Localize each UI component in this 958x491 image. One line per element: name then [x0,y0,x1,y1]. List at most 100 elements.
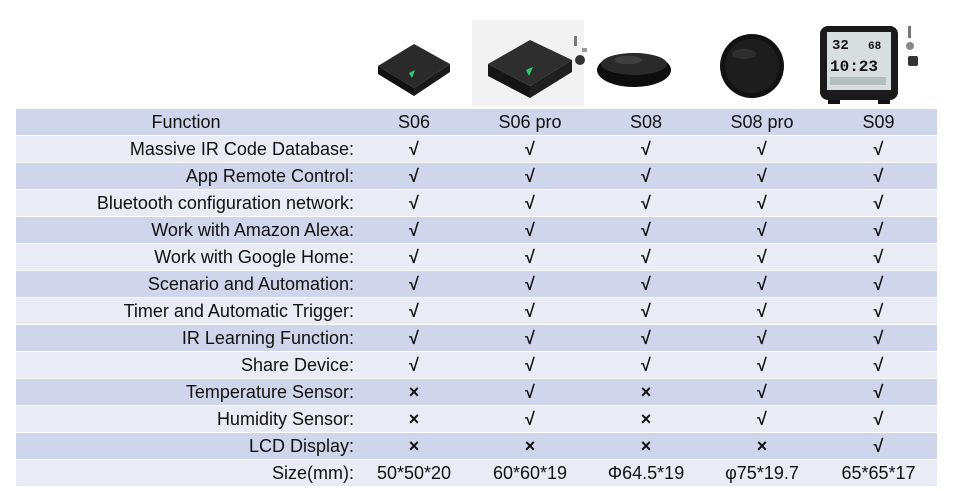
cross-mark-icon: × [588,405,704,433]
feature-row: Share Device: √ √ √ √ √ [16,351,937,379]
feature-row: Work with Amazon Alexa: √ √ √ √ √ [16,216,937,244]
check-mark-icon: √ [704,297,820,325]
feature-label: Work with Google Home: [16,243,356,271]
product-header-s08-pro: S08 pro [704,108,820,136]
lcd-humidity: 68 [868,41,882,53]
check-mark-icon: √ [704,270,820,298]
check-mark-icon: √ [820,297,937,325]
feature-label: Work with Amazon Alexa: [16,216,356,244]
check-mark-icon: √ [472,135,588,163]
check-mark-icon: √ [820,243,937,271]
check-mark-icon: √ [588,216,704,244]
product-header-s06-pro: S06 pro [472,108,588,136]
product-image-s09: 32 68 10:23 [820,26,898,104]
check-mark-icon: √ [356,243,472,271]
check-mark-icon: √ [588,324,704,352]
check-mark-icon: √ [704,378,820,406]
feature-label: Scenario and Automation: [16,270,356,298]
feature-row: Bluetooth configuration network: √ √ √ √ √ [16,189,937,217]
product-image-s06 [378,44,450,96]
cross-mark-icon: × [356,405,472,433]
check-mark-icon: √ [588,162,704,190]
check-mark-icon: √ [820,432,937,460]
check-mark-icon: √ [472,324,588,352]
feature-row: Timer and Automatic Trigger: √ √ √ √ √ [16,297,937,325]
product-image-s06-pro [472,20,584,106]
check-mark-icon: √ [472,216,588,244]
cross-mark-icon: × [704,432,820,460]
check-mark-icon: √ [588,135,704,163]
product-images-row: 32 68 10:23 [0,0,958,108]
feature-row: IR Learning Function: √ √ √ √ √ [16,324,937,352]
feature-label: Timer and Automatic Trigger: [16,297,356,325]
feature-label: Share Device: [16,351,356,379]
feature-row: Size(mm): 50*50*20 60*60*19 Φ64.5*19 φ75*19.… [16,459,937,487]
check-mark-icon: √ [704,216,820,244]
check-mark-icon: √ [820,135,937,163]
comparison-table-body: Function S06 S06 pro S08 S08 pro S09 Mas… [16,108,937,487]
check-mark-icon: √ [820,324,937,352]
feature-label: IR Learning Function: [16,324,356,352]
check-mark-icon: √ [356,189,472,217]
check-mark-icon: √ [588,297,704,325]
cross-mark-icon: × [588,432,704,460]
check-mark-icon: √ [704,243,820,271]
check-mark-icon: √ [472,378,588,406]
check-mark-icon: √ [472,297,588,325]
check-mark-icon: √ [472,405,588,433]
check-mark-icon: √ [588,243,704,271]
check-mark-icon: √ [704,189,820,217]
product-header-s06: S06 [356,108,472,136]
feature-label: LCD Display: [16,432,356,460]
size-value: 60*60*19 [472,459,588,487]
feature-row: App Remote Control: √ √ √ √ √ [16,162,937,190]
check-mark-icon: √ [820,378,937,406]
check-mark-icon: √ [472,351,588,379]
feature-label: Massive IR Code Database: [16,135,356,163]
check-mark-icon: √ [820,405,937,433]
check-mark-icon: √ [820,351,937,379]
lcd-temp: 32 [832,38,849,54]
product-header-s09: S09 [820,108,937,136]
check-mark-icon: √ [588,189,704,217]
check-mark-icon: √ [704,351,820,379]
size-value: Φ64.5*19 [588,459,704,487]
feature-label: Humidity Sensor: [16,405,356,433]
accessory-icon-s09 [906,26,918,66]
header-row: Function S06 S06 pro S08 S08 pro S09 [16,108,937,136]
cross-mark-icon: × [472,432,588,460]
check-mark-icon: √ [356,216,472,244]
check-mark-icon: √ [704,405,820,433]
product-header-s08: S08 [588,108,704,136]
check-mark-icon: √ [820,216,937,244]
check-mark-icon: √ [356,351,472,379]
check-mark-icon: √ [820,162,937,190]
check-mark-icon: √ [356,135,472,163]
size-value: 50*50*20 [356,459,472,487]
check-mark-icon: √ [588,270,704,298]
check-mark-icon: √ [356,297,472,325]
feature-row: Humidity Sensor: × √ × √ √ [16,405,937,433]
check-mark-icon: √ [356,162,472,190]
size-value: φ75*19.7 [704,459,820,487]
comparison-table: Function S06 S06 pro S08 S08 pro S09 Mas… [16,108,937,487]
feature-row: LCD Display: × × × × √ [16,432,937,460]
cross-mark-icon: × [588,378,704,406]
check-mark-icon: √ [472,243,588,271]
feature-label: Bluetooth configuration network: [16,189,356,217]
accessory-icon-s06-pro [574,36,587,65]
lcd-time: 10:23 [830,58,878,76]
check-mark-icon: √ [588,351,704,379]
check-mark-icon: √ [472,189,588,217]
product-image-s08-pro [720,34,784,98]
check-mark-icon: √ [704,162,820,190]
function-header: Function [16,108,356,136]
product-image-s08 [597,53,671,87]
feature-row: Temperature Sensor: × √ × √ √ [16,378,937,406]
check-mark-icon: √ [820,189,937,217]
feature-row: Massive IR Code Database: √ √ √ √ √ [16,135,937,163]
check-mark-icon: √ [472,270,588,298]
feature-label: Temperature Sensor: [16,378,356,406]
check-mark-icon: √ [356,270,472,298]
size-value: 65*65*17 [820,459,937,487]
